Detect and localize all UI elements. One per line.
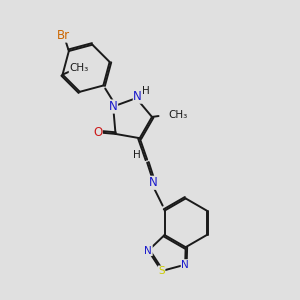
Text: S: S [158, 266, 165, 276]
Text: N: N [181, 260, 189, 270]
Text: O: O [93, 126, 102, 139]
Text: N: N [109, 100, 118, 113]
Text: CH₃: CH₃ [69, 63, 88, 73]
Text: N: N [133, 90, 142, 103]
Text: CH₃: CH₃ [168, 110, 188, 120]
Text: H: H [133, 150, 141, 160]
Text: N: N [149, 176, 158, 189]
Text: N: N [144, 246, 152, 256]
Text: H: H [142, 86, 150, 96]
Text: Br: Br [57, 29, 70, 42]
